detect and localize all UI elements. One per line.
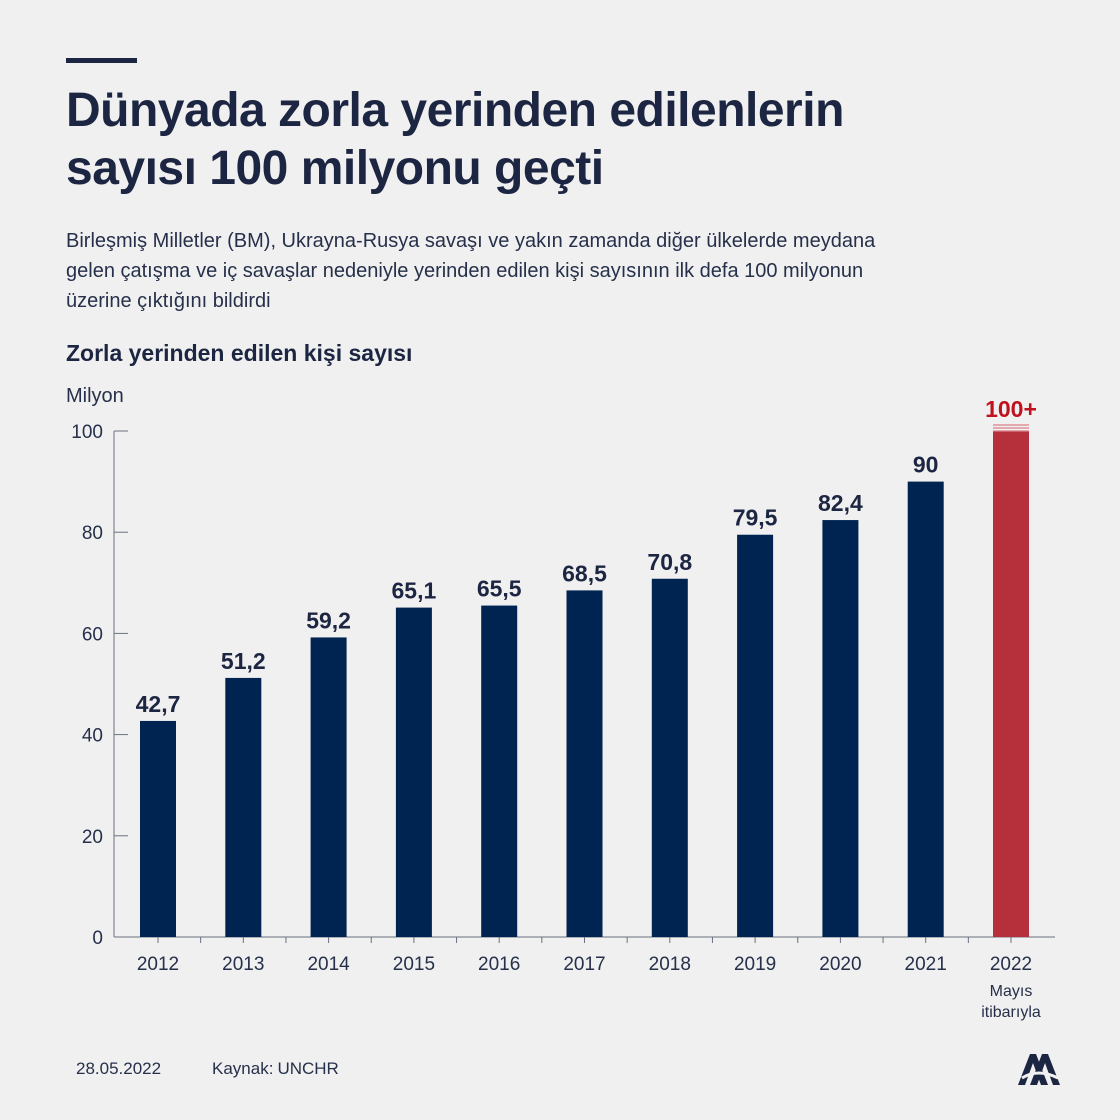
- aa-logo-icon: [1018, 1054, 1060, 1085]
- title-line-2: sayısı 100 milyonu geçti: [66, 142, 604, 195]
- x-tick-label-2020: 2020: [819, 954, 861, 975]
- data-label-2017: 68,5: [562, 560, 607, 586]
- bar-2012: [140, 720, 176, 937]
- chart-title: Zorla yerinden edilen kişi sayısı: [66, 340, 413, 366]
- bar-2015: [395, 607, 432, 937]
- y-tick-label: 40: [82, 726, 103, 747]
- bar-2018: [651, 578, 688, 937]
- x-tick-label-2016: 2016: [478, 954, 520, 975]
- highlight-note-line-2: itibarıyla: [981, 1004, 1041, 1021]
- bar-2014: [310, 637, 347, 937]
- x-tick-label-2022: 2022: [990, 954, 1032, 975]
- x-tick-label-2012: 2012: [137, 954, 179, 975]
- source-label: Kaynak:: [212, 1059, 274, 1078]
- page-title: Dünyada zorla yerinden edilenlerin sayıs…: [66, 82, 1066, 198]
- data-label-2015: 65,1: [392, 578, 437, 604]
- title-line-1: Dünyada zorla yerinden edilenlerin: [66, 84, 844, 137]
- top-accent-rule: [66, 58, 137, 63]
- source-name: UNCHR: [277, 1059, 339, 1078]
- y-tick-label: 0: [92, 928, 103, 949]
- bar-2021: [907, 481, 944, 937]
- bar-2016: [481, 605, 518, 937]
- y-tick-label: 80: [82, 523, 103, 544]
- x-tick-label-2019: 2019: [734, 954, 776, 975]
- x-tick-label-2014: 2014: [307, 954, 350, 975]
- page-subtitle: Birleşmiş Milletler (BM), Ukrayna-Rusya …: [66, 226, 1056, 316]
- data-label-2014: 59,2: [306, 607, 351, 633]
- y-tick-label: 60: [82, 624, 103, 645]
- data-label-2021: 90: [913, 452, 939, 478]
- bar-2022: [993, 431, 1029, 937]
- data-label-2020: 82,4: [818, 490, 863, 516]
- subtitle-line-3: üzerine çıktığını bildirdi: [66, 290, 271, 312]
- bar-2013: [225, 677, 262, 937]
- data-label-2012: 42,7: [136, 691, 181, 717]
- y-tick-label: 100: [71, 422, 103, 443]
- data-label-2018: 70,8: [647, 549, 692, 575]
- x-tick-label-2018: 2018: [649, 954, 691, 975]
- x-tick-label-2017: 2017: [563, 954, 605, 975]
- data-label-2019: 79,5: [733, 505, 778, 531]
- subtitle-line-1: Birleşmiş Milletler (BM), Ukrayna-Rusya …: [66, 230, 876, 252]
- x-tick-label-2015: 2015: [393, 954, 435, 975]
- data-label-2013: 51,2: [221, 648, 266, 674]
- bar-2019: [737, 534, 774, 937]
- bar-2017: [566, 590, 603, 937]
- subtitle-line-2: gelen çatışma ve iç savaşlar nedeniyle y…: [66, 260, 864, 282]
- x-tick-label-2021: 2021: [905, 954, 947, 975]
- bar-2020: [822, 520, 859, 937]
- data-label-2022: 100+: [985, 396, 1037, 422]
- y-tick-label: 20: [82, 827, 103, 848]
- x-tick-label-2013: 2013: [222, 954, 264, 975]
- y-axis-unit-label: Milyon: [66, 385, 124, 407]
- footer-source: Kaynak: UNCHR: [212, 1059, 343, 1079]
- footer-date: 28.05.2022: [76, 1059, 162, 1078]
- data-label-2016: 65,5: [477, 576, 522, 602]
- highlight-note-line-1: Mayıs: [990, 983, 1033, 1000]
